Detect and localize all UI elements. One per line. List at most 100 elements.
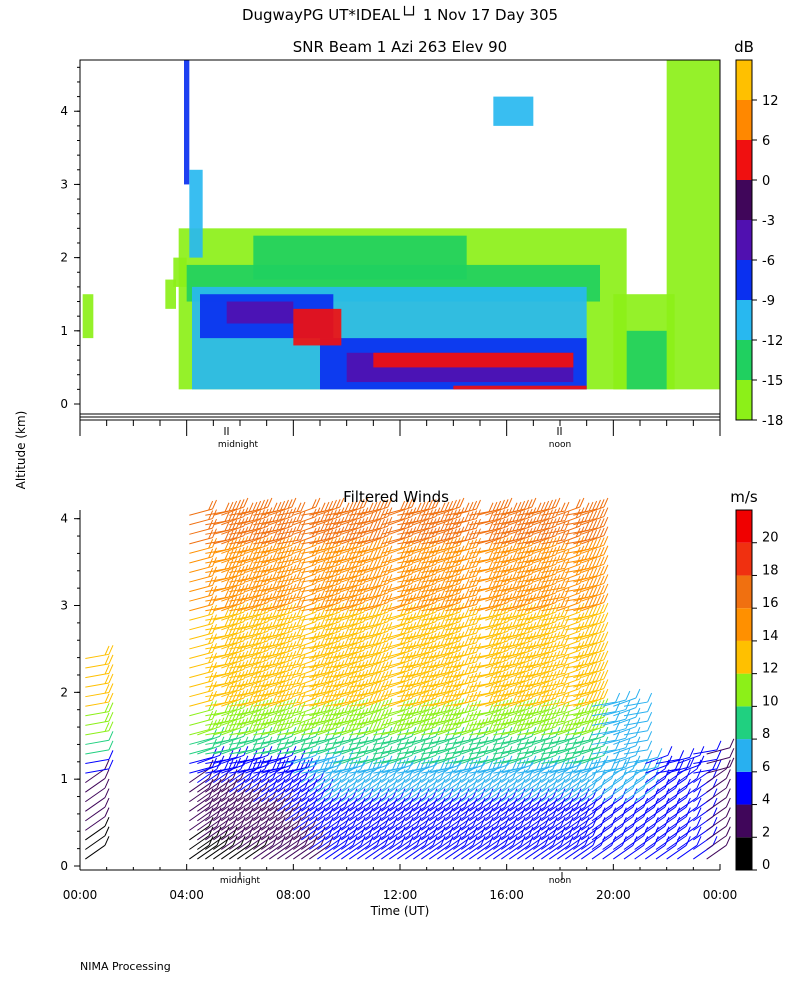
- wind-barb: [623, 731, 653, 745]
- snr-region: [666, 60, 720, 390]
- wind-barb: [413, 836, 438, 860]
- wind-barb: [261, 499, 289, 516]
- wind-barb: [85, 807, 110, 831]
- wind-barb: [357, 690, 385, 707]
- wind-barb: [525, 797, 550, 822]
- wind-barb: [602, 807, 627, 831]
- wind-barb: [197, 778, 222, 803]
- wind-barb: [221, 816, 246, 841]
- wind-barb: [541, 520, 570, 535]
- wind-barb: [706, 757, 735, 774]
- wind-barb: [389, 816, 414, 841]
- wind-barb: [693, 740, 722, 755]
- wind-barb: [381, 797, 406, 822]
- wind-barb: [677, 788, 702, 812]
- wind-barb: [293, 807, 318, 831]
- wind-barb: [477, 797, 502, 822]
- wind-barb: [453, 826, 478, 850]
- wind-barb: [381, 788, 406, 812]
- winds-panel-title: Filtered Winds: [343, 488, 449, 506]
- wind-barb: [373, 788, 398, 812]
- wind-barb: [421, 836, 446, 860]
- winds-y-tick-label: 1: [60, 772, 68, 786]
- wind-barb: [557, 788, 582, 812]
- wind-barb: [557, 497, 585, 516]
- wind-barb: [301, 797, 326, 822]
- wind-barb: [373, 778, 398, 803]
- wind-barb: [565, 836, 590, 860]
- wind-barb: [445, 797, 470, 822]
- wind-barb: [221, 797, 246, 822]
- wind-barb: [357, 537, 385, 554]
- wind-barb: [341, 788, 366, 812]
- wind-barb: [373, 807, 398, 831]
- snr-region: [493, 96, 534, 126]
- wind-barb: [541, 616, 570, 631]
- wind-barb: [581, 497, 609, 516]
- wind-barb: [317, 836, 342, 860]
- wind-barb: [634, 826, 659, 850]
- winds-colorbar-band: [736, 837, 752, 870]
- wind-barb: [655, 778, 681, 803]
- wind-barb: [581, 516, 609, 535]
- snr-colorbar-label: 0: [762, 174, 770, 189]
- wind-barb: [221, 497, 249, 516]
- wind-barb: [229, 836, 254, 860]
- wind-barb: [301, 778, 326, 803]
- wind-barb: [357, 816, 382, 841]
- wind-barb: [581, 536, 609, 554]
- wind-barb: [301, 788, 326, 812]
- wind-barb: [437, 826, 462, 850]
- wind-barb: [581, 574, 609, 593]
- wind-barb: [557, 797, 582, 822]
- wind-barb: [581, 650, 609, 669]
- wind-barb: [677, 826, 702, 850]
- wind-barb: [405, 778, 430, 803]
- wind-barb: [237, 826, 262, 850]
- winds-colorbar-label: 16: [762, 596, 779, 611]
- wind-barb: [573, 836, 598, 860]
- wind-barb: [541, 568, 570, 583]
- wind-barb: [573, 604, 601, 621]
- wind-barb: [573, 797, 598, 822]
- wind-barb: [277, 501, 306, 516]
- snr-colorbar-label: -9: [762, 294, 775, 309]
- wind-barb: [573, 614, 601, 631]
- snr-region: [82, 294, 94, 339]
- wind-barb: [525, 769, 550, 793]
- wind-barb: [277, 683, 306, 698]
- wind-barb: [357, 826, 382, 850]
- snr-region: [373, 352, 574, 368]
- wind-barb: [277, 559, 306, 574]
- snr-y-tick-label: 2: [60, 251, 68, 265]
- wind-barb: [365, 826, 390, 850]
- wind-barb: [573, 547, 601, 564]
- wind-barb: [573, 643, 601, 659]
- wind-barb: [85, 778, 110, 803]
- wind-barb: [325, 826, 350, 850]
- winds-colorbar-label: 20: [762, 531, 779, 546]
- wind-barb: [623, 807, 649, 831]
- wind-barb: [261, 788, 286, 812]
- wind-barb: [469, 788, 494, 812]
- wind-barb: [365, 797, 390, 822]
- wind-barb: [477, 807, 502, 831]
- snr-heatmap: [82, 60, 720, 390]
- wind-barb: [573, 652, 601, 669]
- wind-barb: [573, 537, 601, 554]
- wind-barb: [517, 826, 542, 850]
- wind-barb: [493, 788, 518, 812]
- wind-barb: [549, 826, 574, 850]
- wind-barb: [373, 836, 398, 860]
- winds-y-tick-label: 0: [60, 859, 68, 873]
- wind-barb: [525, 499, 553, 516]
- wind-barb: [445, 816, 470, 841]
- wind-barb: [591, 692, 621, 707]
- wind-barb: [285, 836, 310, 860]
- wind-barb: [317, 788, 342, 812]
- wind-barb: [325, 788, 350, 812]
- wind-barb: [623, 836, 649, 860]
- wind-barb: [357, 652, 385, 669]
- wind-barb: [357, 585, 385, 602]
- wind-barb: [517, 797, 542, 822]
